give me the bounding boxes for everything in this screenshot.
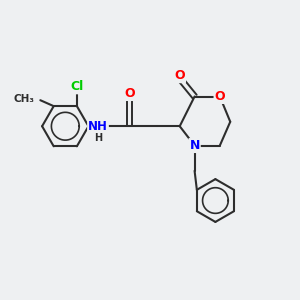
Text: Cl: Cl [70, 80, 83, 93]
Text: CH₃: CH₃ [14, 94, 35, 104]
Text: O: O [124, 87, 134, 100]
Text: H: H [94, 133, 102, 142]
Text: O: O [174, 69, 185, 82]
Text: NH: NH [88, 120, 108, 133]
Text: N: N [189, 139, 200, 152]
Text: O: O [214, 90, 225, 103]
